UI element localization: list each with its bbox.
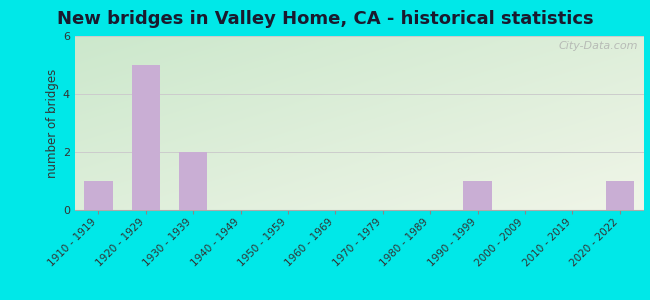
Bar [606, 181, 634, 210]
Bar [463, 181, 492, 210]
Text: City-Data.com: City-Data.com [558, 41, 638, 51]
Bar [131, 65, 160, 210]
Bar [84, 181, 112, 210]
Text: New bridges in Valley Home, CA - historical statistics: New bridges in Valley Home, CA - histori… [57, 11, 593, 28]
Y-axis label: number of bridges: number of bridges [46, 68, 58, 178]
Bar [179, 152, 207, 210]
